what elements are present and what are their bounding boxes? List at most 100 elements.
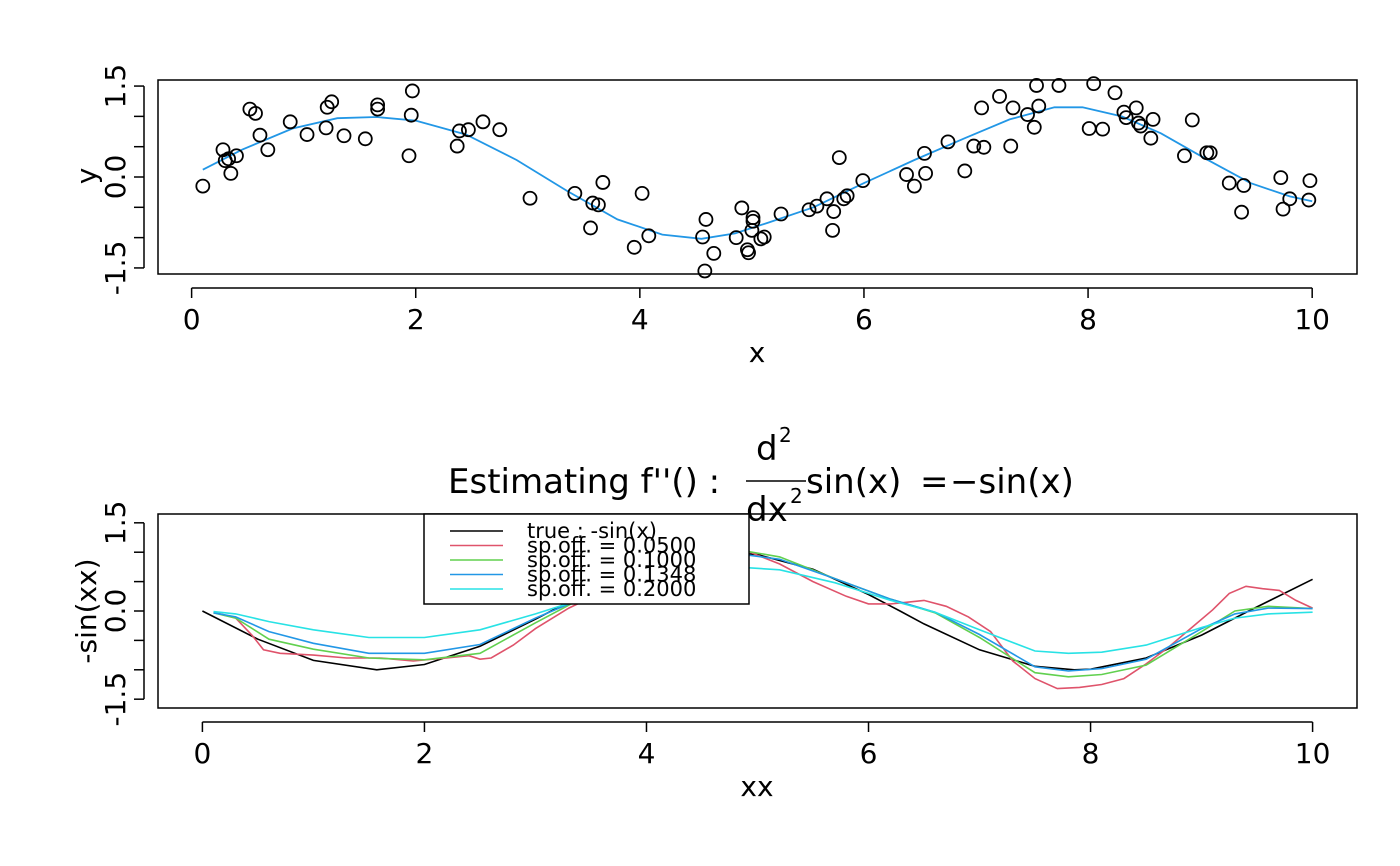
data-point xyxy=(1236,178,1252,193)
panel-1-x-axis: 0 2 4 6 8 10 xyxy=(183,287,1330,336)
panel-1-scatter: 0 2 4 6 8 10 -1.5 0.0 1.5 x y xyxy=(70,64,1358,369)
panel-1-y-tick-label: 1.5 xyxy=(99,64,132,109)
panel-2-y-axis-label: -sin(xx) xyxy=(70,558,103,663)
chart-title: Estimating f''() : d 2 dx 2 sin(x) = −si… xyxy=(448,423,1074,530)
data-point xyxy=(1301,192,1317,208)
data-point xyxy=(1026,119,1042,135)
panel-2-x-axis: 0 2 4 6 8 10 xyxy=(193,721,1330,770)
data-point xyxy=(906,178,922,194)
data-point xyxy=(801,202,817,218)
data-point xyxy=(449,138,465,154)
data-point xyxy=(1177,148,1192,164)
data-point xyxy=(1118,110,1134,125)
panel-1-points xyxy=(195,76,1318,279)
panel-1-plot-frame xyxy=(157,79,1358,275)
data-point xyxy=(223,165,239,181)
data-point xyxy=(475,114,491,130)
data-point xyxy=(1143,130,1159,146)
chart-title-prefix: Estimating f''() : xyxy=(448,462,720,502)
data-point xyxy=(1282,191,1298,207)
panel-1-y-tick-label: -1.5 xyxy=(99,241,132,296)
data-point xyxy=(826,204,842,219)
series-line-1 xyxy=(213,538,1313,690)
chart-title-numerator-exponent: 2 xyxy=(779,423,792,447)
data-point xyxy=(221,151,236,167)
data-point xyxy=(401,148,417,164)
legend-label: sp.off. = 0.2000 xyxy=(527,577,696,601)
legend-label: true : -sin(x) xyxy=(527,519,657,543)
data-point xyxy=(299,127,315,142)
data-point xyxy=(452,123,467,139)
data-point xyxy=(370,97,386,113)
data-point xyxy=(819,191,835,207)
data-point xyxy=(839,188,855,204)
data-point xyxy=(318,120,334,136)
chart-title-numerator: d xyxy=(756,429,778,469)
data-point xyxy=(1202,145,1218,161)
data-point xyxy=(1051,78,1067,93)
data-point xyxy=(336,128,352,144)
data-point xyxy=(1003,138,1019,154)
series-line-2 xyxy=(213,548,1313,678)
data-point xyxy=(745,213,761,229)
data-point xyxy=(918,165,933,181)
panel-2-x-tick-label: 6 xyxy=(860,737,878,770)
panel-2-x-tick-label: 4 xyxy=(638,737,656,770)
data-point xyxy=(917,145,932,161)
panel-1-x-tick-label: 0 xyxy=(183,303,201,336)
data-point xyxy=(831,150,847,166)
data-point xyxy=(1005,100,1021,116)
panel-2-lines: Estimating f''() : d 2 dx 2 sin(x) = −si… xyxy=(70,423,1358,803)
chart-title-equals: = xyxy=(920,462,949,502)
data-point xyxy=(583,220,598,236)
data-point xyxy=(590,197,606,213)
data-point xyxy=(324,94,340,110)
data-point xyxy=(260,142,276,158)
data-point xyxy=(626,239,642,255)
data-point xyxy=(697,263,713,279)
panel-1-x-tick-label: 4 xyxy=(631,303,649,336)
data-point xyxy=(634,185,650,201)
panel-1-x-tick-label: 6 xyxy=(855,303,873,336)
data-point xyxy=(357,131,373,147)
data-point xyxy=(756,229,772,245)
data-point xyxy=(940,134,956,150)
data-point xyxy=(957,163,973,179)
data-point xyxy=(974,100,990,116)
chart-title-rhs: −sin(x) xyxy=(950,462,1074,502)
data-point xyxy=(855,173,871,189)
data-point xyxy=(1081,121,1097,136)
data-point xyxy=(1131,115,1146,131)
data-point xyxy=(809,198,825,214)
panel-2-y-tick-label: -1.5 xyxy=(99,672,132,727)
panel-1-x-tick-label: 8 xyxy=(1079,303,1097,336)
data-point xyxy=(370,101,386,117)
data-point xyxy=(1234,204,1249,220)
panel-1-y-axis-label: y xyxy=(70,168,103,185)
data-point xyxy=(825,222,840,238)
panel-1-y-axis: -1.5 0.0 1.5 xyxy=(99,64,145,296)
panel-1-y-tick-label: 0.0 xyxy=(99,155,132,200)
data-point xyxy=(1020,107,1035,122)
data-point xyxy=(595,175,611,190)
data-point xyxy=(403,107,419,123)
legend-label: sp.off. = 0.1348 xyxy=(527,563,696,587)
panel-2-y-axis: -1.5 0.0 1.5 xyxy=(99,501,145,727)
data-point xyxy=(282,114,298,130)
legend-label: sp.off. = 0.1000 xyxy=(527,548,696,572)
data-point xyxy=(1095,121,1111,137)
panel-1-x-axis-label: x xyxy=(749,336,766,369)
legend-label: sp.off. = 0.0500 xyxy=(527,534,696,558)
data-point xyxy=(1086,76,1102,92)
panel-2-series-lines xyxy=(202,538,1313,690)
data-point xyxy=(248,105,263,121)
data-point xyxy=(728,230,744,246)
data-point xyxy=(1273,170,1289,186)
data-point xyxy=(229,148,244,164)
data-point xyxy=(492,122,508,138)
data-point xyxy=(773,206,789,222)
data-point xyxy=(706,245,722,261)
panel-2-plot-frame xyxy=(157,513,1358,709)
